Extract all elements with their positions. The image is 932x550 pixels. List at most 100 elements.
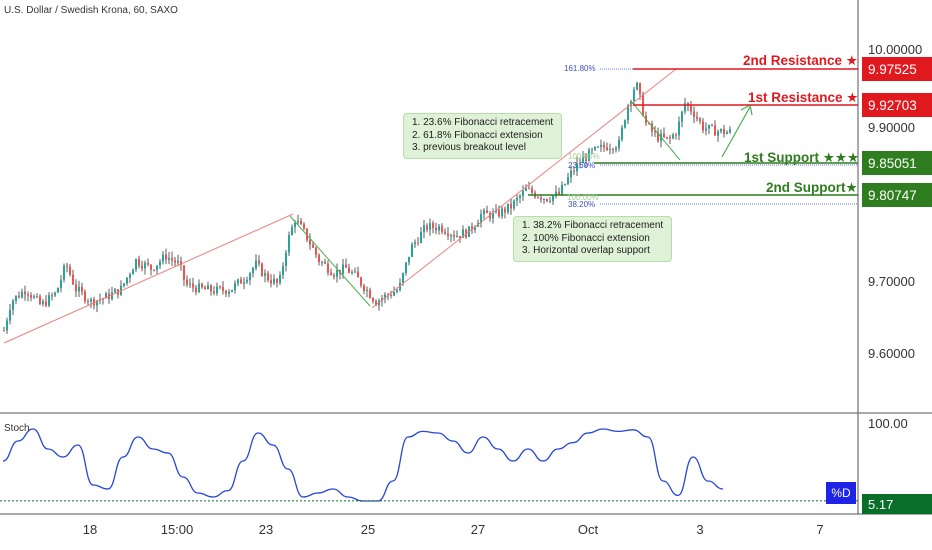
- upper-annotation-box: 1. 23.6% Fibonacci retracement 2. 61.8% …: [403, 113, 563, 159]
- candle-body: [432, 223, 434, 229]
- candle-body: [510, 203, 512, 209]
- candle-body: [438, 226, 440, 231]
- candle-body: [441, 226, 443, 232]
- candle-body: [579, 163, 581, 165]
- candle-body: [279, 275, 281, 283]
- candle-body: [249, 273, 251, 281]
- candle-body: [207, 285, 209, 290]
- candle-body: [168, 257, 170, 260]
- candle-body: [672, 134, 674, 139]
- candle-body: [72, 274, 74, 285]
- candle-body: [501, 208, 503, 217]
- candle-body: [123, 283, 125, 286]
- candle-body: [264, 273, 266, 276]
- candle-body: [705, 128, 707, 131]
- candle-body: [156, 265, 158, 271]
- candle-body: [444, 231, 446, 234]
- time-tick-25: 25: [360, 522, 376, 537]
- candle-body: [219, 286, 221, 288]
- candle-body: [690, 105, 692, 112]
- candle-body: [474, 226, 476, 230]
- candle-body: [573, 170, 575, 172]
- candle-body: [198, 283, 200, 293]
- candle-body: [696, 117, 698, 119]
- candle-body: [447, 233, 449, 236]
- candle-body: [348, 267, 350, 273]
- candle-body: [663, 133, 665, 138]
- candle-body: [132, 269, 134, 275]
- candle-body: [195, 287, 197, 293]
- candle-body: [24, 291, 26, 295]
- candle-body: [138, 258, 140, 266]
- candle-body: [615, 148, 617, 150]
- candle-body: [276, 278, 278, 283]
- candle-body: [396, 290, 398, 293]
- support-1-price-tag: 9.85051: [862, 151, 932, 175]
- candle-body: [654, 131, 656, 133]
- candle-body: [408, 256, 410, 263]
- candle-body: [240, 279, 242, 284]
- candle-body: [600, 144, 602, 147]
- candle-body: [345, 264, 347, 268]
- candle-body: [516, 197, 518, 201]
- candle-body: [330, 272, 332, 276]
- candle-body: [675, 134, 677, 136]
- candle-body: [255, 260, 257, 269]
- candle-body: [564, 183, 566, 185]
- candle-body: [426, 225, 428, 230]
- candle-body: [54, 292, 56, 296]
- candle-body: [126, 277, 128, 284]
- upper-annotation-line: 2. 61.8% Fibonacci extension: [412, 129, 543, 141]
- time-tick-18: 18: [82, 522, 98, 537]
- candle-body: [162, 254, 164, 262]
- candle-body: [714, 125, 716, 136]
- candle-body: [246, 280, 248, 283]
- candle-body: [369, 290, 371, 299]
- candle-body: [576, 163, 578, 172]
- candle-body: [90, 299, 92, 302]
- candle-body: [603, 144, 605, 148]
- candle-body: [252, 268, 254, 274]
- candle-body: [372, 298, 374, 302]
- candle-body: [720, 128, 722, 132]
- candle-body: [402, 273, 404, 283]
- candle-body: [78, 286, 80, 292]
- price-tick-9-6: 9.60000: [868, 346, 915, 361]
- candle-body: [540, 197, 542, 200]
- time-tick-oct: Oct: [577, 522, 599, 537]
- candle-body: [189, 283, 191, 285]
- candle-body: [75, 284, 77, 292]
- candle-body: [288, 235, 290, 253]
- candle-body: [273, 278, 275, 284]
- candle-body: [186, 279, 188, 285]
- candle-body: [9, 309, 11, 321]
- candle-body: [135, 258, 137, 270]
- candle-body: [48, 295, 50, 306]
- candle-body: [435, 228, 437, 231]
- price-tick-10: 10.00000: [868, 42, 923, 57]
- candle-body: [465, 229, 467, 238]
- upper-annotation-line: 3. previous breakout level: [412, 142, 526, 153]
- zigzag-leg: [289, 215, 371, 307]
- candle-body: [570, 170, 572, 178]
- support-2-price-tag: 9.80747: [862, 183, 932, 207]
- candle-body: [621, 127, 623, 140]
- candle-body: [324, 261, 326, 264]
- candle-body: [417, 242, 419, 244]
- candle-body: [393, 292, 395, 296]
- candle-body: [180, 260, 182, 266]
- candle-body: [336, 269, 338, 277]
- candle-body: [639, 83, 641, 95]
- candle-body: [171, 257, 173, 261]
- fib-38-label: 38.20%: [568, 200, 596, 209]
- candle-body: [624, 120, 626, 128]
- candle-body: [129, 274, 131, 278]
- candle-body: [150, 264, 152, 270]
- candle-body: [651, 123, 653, 132]
- candle-body: [717, 131, 719, 136]
- candle-body: [57, 287, 59, 293]
- candle-body: [294, 222, 296, 228]
- candle-body: [309, 239, 311, 245]
- candle-body: [342, 264, 344, 274]
- candle-body: [3, 330, 5, 332]
